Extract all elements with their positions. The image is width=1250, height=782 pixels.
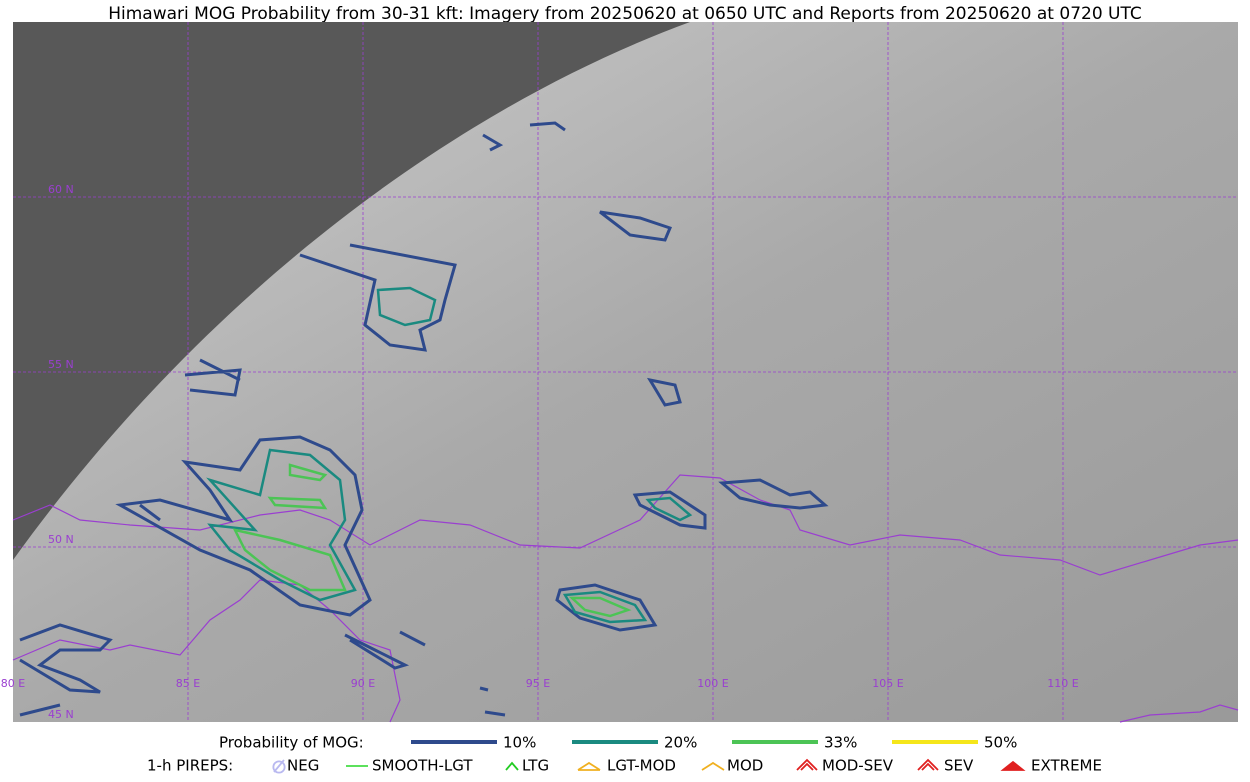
border-line [1119, 704, 1239, 723]
lon-label: 105 E [872, 677, 903, 690]
lon-label: 85 E [176, 677, 200, 690]
legend-entry: 50% [984, 734, 1017, 752]
lat-label: 55 N [48, 358, 74, 371]
lat-label: 50 N [48, 533, 74, 546]
title: Himawari MOG Probability from 30-31 kft:… [108, 4, 1142, 24]
contour-33 [232, 463, 347, 592]
legend-label: Probability of MOG: [219, 734, 364, 752]
legend-symbol [1000, 760, 1026, 771]
legend-entry: SEV [944, 757, 974, 775]
legend-symbol [701, 761, 725, 771]
contour-10 [19, 358, 506, 717]
contour-10 [718, 478, 829, 510]
lon-label: 100 E [697, 677, 728, 690]
legend-symbol [272, 759, 286, 774]
legend-entry: LGT-MOD [607, 757, 676, 775]
legend: Probability of MOG: 10% 20% 33% 50% 1-h PIREP… [147, 734, 1102, 775]
legend-entry: MOD [727, 757, 763, 775]
map: 80 E 85 E 90 E 95 E 100 E 105 E 110 E 60 N 55 N 5… [1, 22, 1239, 723]
legend-entry: SMOOTH-LGT [372, 757, 473, 775]
legend-entry: NEG [287, 757, 319, 775]
lat-label: 45 N [48, 708, 74, 721]
contour-10 [555, 583, 658, 632]
legend-entry: EXTREME [1031, 757, 1102, 775]
contour-20 [376, 286, 437, 327]
lat-label: 60 N [48, 183, 74, 196]
contour-20 [562, 590, 648, 624]
contour-20 [645, 496, 693, 522]
legend-symbol [917, 758, 939, 771]
contours [19, 121, 829, 717]
contour-33 [568, 596, 632, 618]
legend-entry: 10% [503, 734, 536, 752]
contour-10 [482, 121, 682, 407]
space-region [13, 22, 690, 560]
graticule: 80 E 85 E 90 E 95 E 100 E 105 E 110 E 60 N 55 N 5… [1, 22, 1238, 722]
legend-symbol [577, 761, 601, 771]
lon-label: 80 E [1, 677, 25, 690]
border-line [12, 474, 1239, 576]
legend-symbol [505, 761, 519, 771]
lon-label: 90 E [351, 677, 375, 690]
legend-symbol [796, 758, 818, 771]
contour-10 [115, 435, 372, 617]
border-line [12, 579, 401, 723]
legend-label: 1-h PIREPS: [147, 757, 233, 775]
legend-entry: 20% [664, 734, 697, 752]
lon-label: 95 E [526, 677, 550, 690]
contour-10 [632, 490, 707, 530]
contour-20 [206, 448, 357, 602]
lon-label: 110 E [1047, 677, 1078, 690]
legend-entry: MOD-SEV [822, 757, 894, 775]
contour-10 [299, 243, 457, 352]
legend-entry: 33% [824, 734, 857, 752]
legend-entry: LTG [522, 757, 549, 775]
